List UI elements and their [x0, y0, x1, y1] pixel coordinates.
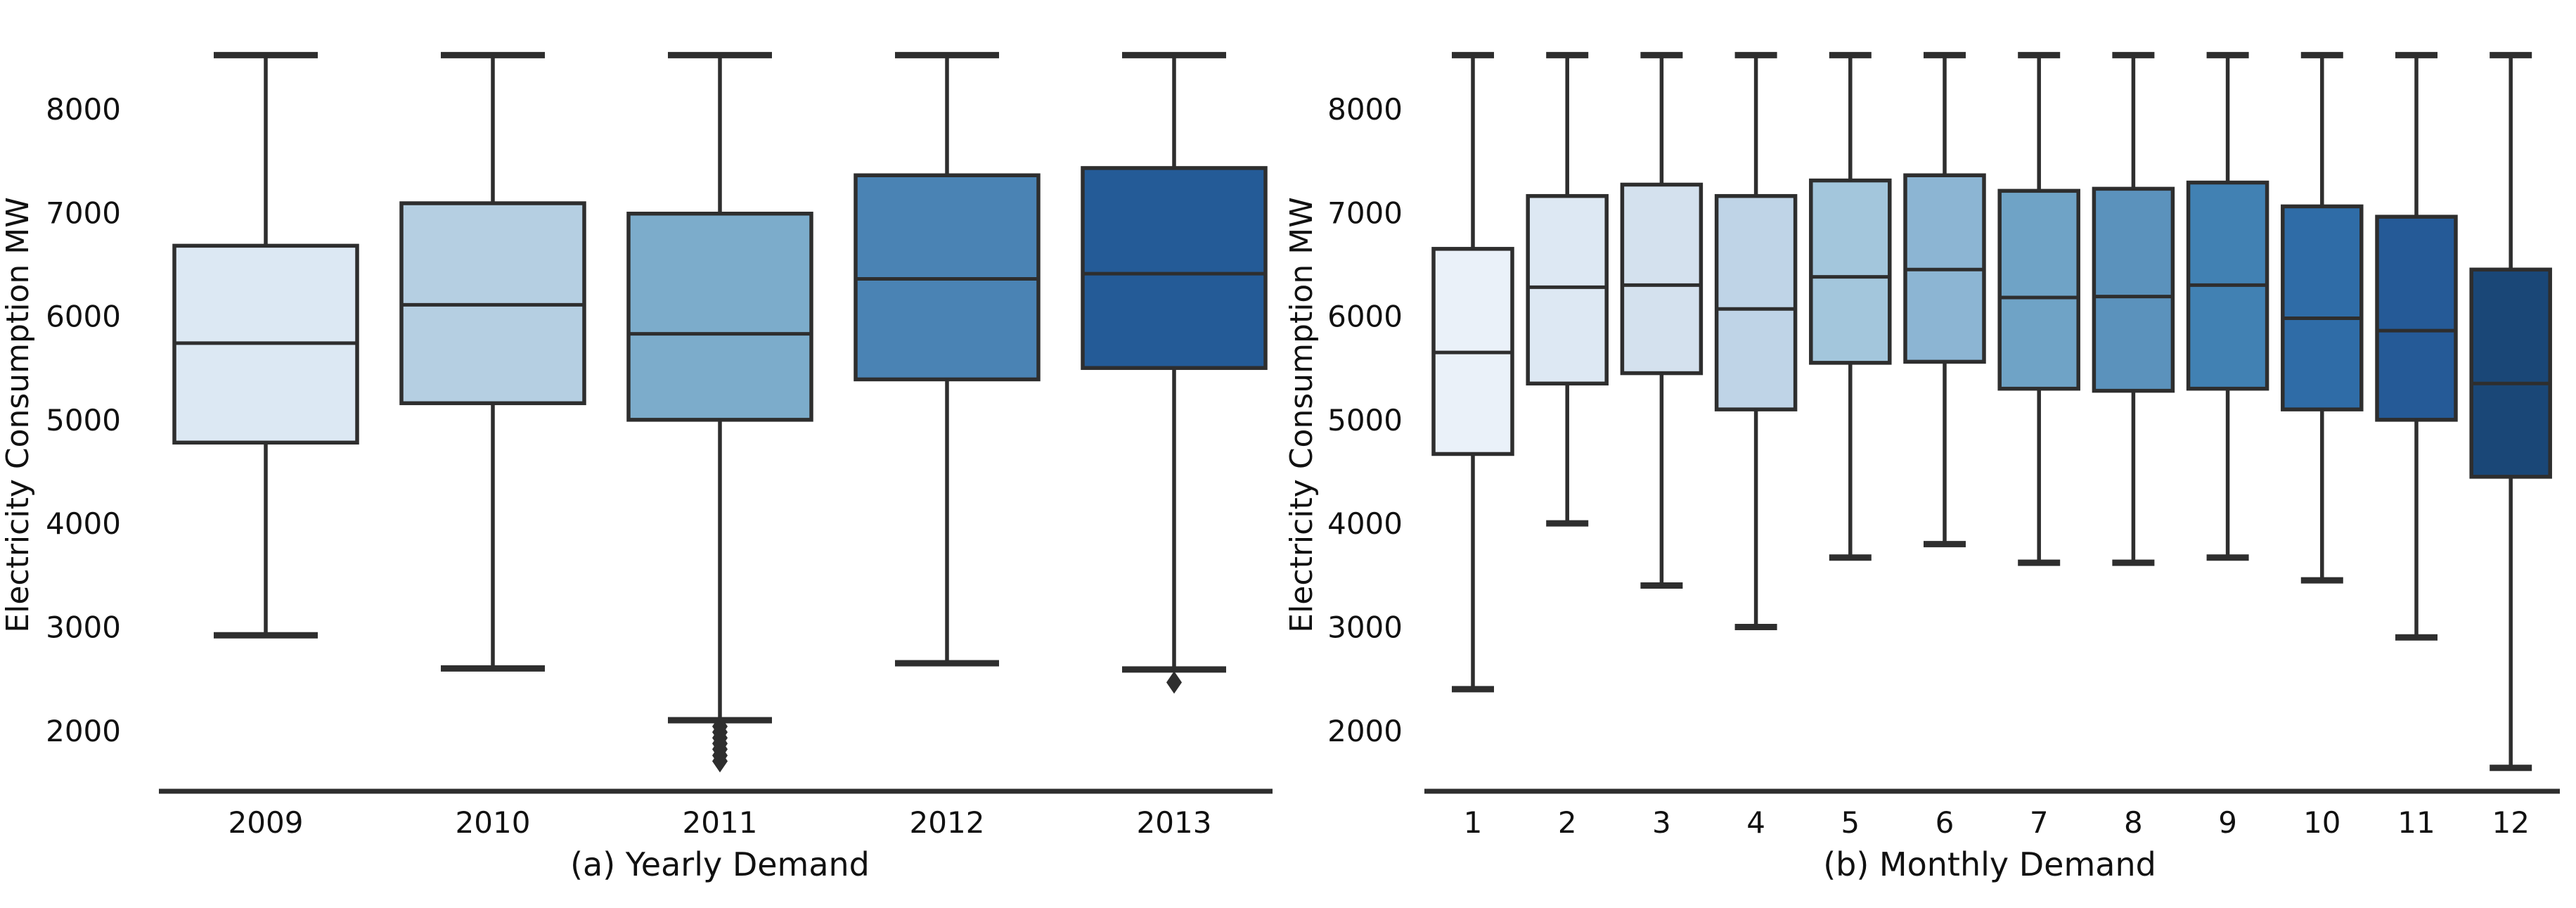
- box-11: [2375, 215, 2458, 422]
- axis-caption: (a) Yearly Demand: [570, 845, 870, 883]
- y-tick-label: 8000: [46, 92, 121, 127]
- y-tick-label: 4000: [46, 506, 121, 541]
- x-tick-label: 1: [1464, 805, 1483, 840]
- x-tick-label: 4: [1746, 805, 1765, 840]
- x-tick-label: 5: [1841, 805, 1860, 840]
- y-tick-label: 3000: [1327, 610, 1403, 644]
- y-tick-label: 5000: [46, 403, 121, 437]
- y-tick-label: 7000: [46, 196, 121, 230]
- box-7: [1997, 188, 2080, 391]
- y-axis-label: Electricity Consumption MW: [0, 197, 36, 632]
- outlier-flier: [1166, 671, 1182, 694]
- x-tick-label: 2013: [1137, 805, 1212, 840]
- x-tick-label: 2: [1558, 805, 1577, 840]
- y-tick-label: 6000: [46, 300, 121, 334]
- box-3: [1620, 182, 1704, 376]
- x-tick-label: 8: [2124, 805, 2143, 840]
- box-10: [2281, 204, 2364, 411]
- x-tick-label: 2012: [910, 805, 985, 840]
- box-5: [1809, 178, 1892, 365]
- y-axis-label: Electricity Consumption MW: [1284, 197, 1320, 632]
- y-tick-label: 2000: [46, 714, 121, 748]
- x-tick-label: 2010: [456, 805, 531, 840]
- box-2013: [1081, 166, 1268, 370]
- x-tick-label: 7: [2030, 805, 2049, 840]
- x-tick-label: 9: [2218, 805, 2237, 840]
- y-tick-label: 3000: [46, 610, 121, 644]
- box-4: [1714, 193, 1798, 411]
- x-tick-label: 10: [2303, 805, 2340, 840]
- y-tick-label: 7000: [1327, 196, 1403, 230]
- x-tick-label: 3: [1652, 805, 1671, 840]
- y-tick-label: 6000: [1327, 300, 1403, 334]
- x-tick-label: 11: [2397, 805, 2435, 840]
- y-tick-label: 8000: [1327, 92, 1403, 127]
- x-tick-label: 12: [2492, 805, 2529, 840]
- box-8: [2092, 186, 2175, 393]
- y-tick-label: 4000: [1327, 506, 1403, 541]
- outlier-flier: [712, 750, 728, 773]
- box-2: [1526, 193, 1609, 386]
- axis-caption: (b) Monthly Demand: [1823, 845, 2156, 883]
- x-tick-label: 2011: [683, 805, 758, 840]
- y-tick-label: 2000: [1327, 714, 1403, 748]
- box-12: [2469, 267, 2552, 479]
- box-2011: [626, 211, 813, 422]
- x-tick-label: 6: [1936, 805, 1954, 840]
- x-tick-label: 2009: [228, 805, 304, 840]
- y-tick-label: 5000: [1327, 403, 1403, 437]
